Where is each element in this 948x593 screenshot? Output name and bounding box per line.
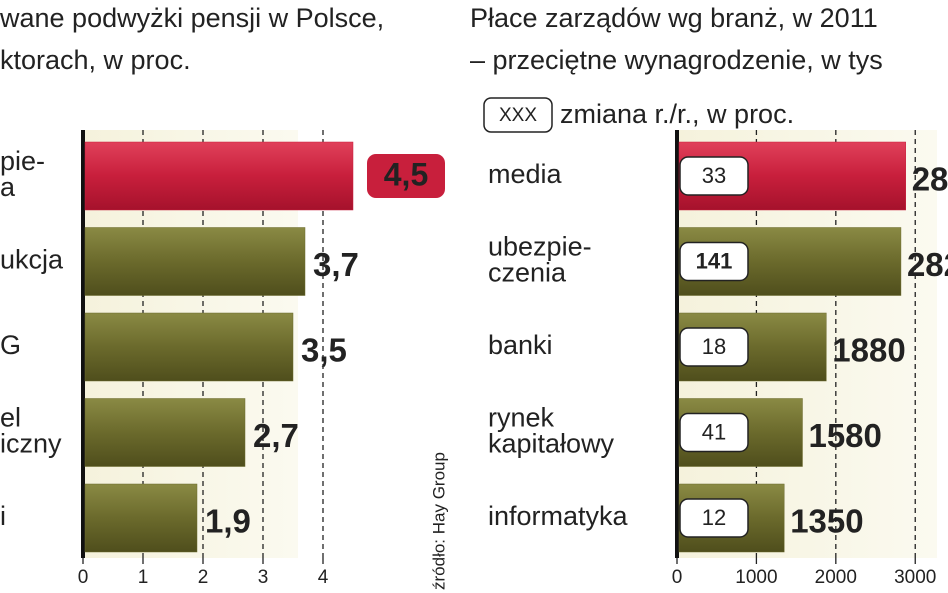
bar xyxy=(84,483,198,553)
category-label: rynek kapitałowy xyxy=(488,403,615,459)
value-label: 3,7 xyxy=(313,246,359,283)
x-tick-label: 4 xyxy=(318,567,329,588)
value-label: 3,5 xyxy=(301,332,347,369)
category-label: G xyxy=(0,330,21,360)
legend-box xyxy=(483,97,553,133)
change-box xyxy=(679,412,749,453)
x-tick-label: 1 xyxy=(138,567,149,588)
value-label: 2880 xyxy=(912,161,948,198)
change-box xyxy=(679,498,749,538)
x-tick-label: 3000 xyxy=(894,567,936,588)
legend-text: zmiana r./r., w proc. xyxy=(560,99,794,129)
value-label: 4,5 xyxy=(384,156,428,192)
x-tick-label: 0 xyxy=(78,567,89,588)
value-label: 1880 xyxy=(832,332,905,369)
value-label: 1,9 xyxy=(205,503,251,540)
category-label: media xyxy=(488,159,563,189)
change-label: 12 xyxy=(702,505,726,530)
value-label: 1580 xyxy=(808,417,881,454)
bar xyxy=(84,398,246,467)
chart-title: wane podwyżki pensji w Polsce, ktorach, w… xyxy=(0,3,384,75)
change-box xyxy=(679,241,749,282)
x-tick-label: 2 xyxy=(198,567,209,588)
x-tick-label: 2000 xyxy=(815,567,857,588)
category-label: informatyka xyxy=(488,501,629,531)
bar xyxy=(84,141,354,211)
bar xyxy=(84,312,294,382)
category-label: pie-a xyxy=(0,146,45,202)
change-box xyxy=(679,327,749,367)
change-label: 41 xyxy=(702,419,726,444)
x-tick-label: 1000 xyxy=(735,567,777,588)
change-label: 141 xyxy=(696,248,733,273)
category-label: el iczny xyxy=(0,403,62,459)
category-label: ubezpie-czenia xyxy=(488,232,592,288)
category-label: banki xyxy=(488,330,553,360)
x-tick-label: 3 xyxy=(258,567,269,588)
value-label: 2,7 xyxy=(253,417,299,454)
chart-title: Płace zarządów wg branż, w 2011– przecię… xyxy=(470,3,883,75)
change-label: 18 xyxy=(702,334,726,359)
category-label: i xyxy=(0,501,6,531)
bar xyxy=(84,227,306,296)
legend-box-label: XXX xyxy=(499,105,537,126)
value-label: 1350 xyxy=(790,503,863,540)
change-label: 33 xyxy=(702,163,726,188)
value-label: 2820 xyxy=(907,246,948,283)
x-tick-label: 0 xyxy=(672,567,683,588)
bar xyxy=(678,141,906,211)
value-label-box xyxy=(367,154,445,198)
source: źródło: Hay Group xyxy=(429,452,448,590)
category-label: ukcja xyxy=(0,245,64,275)
change-box xyxy=(679,156,749,196)
